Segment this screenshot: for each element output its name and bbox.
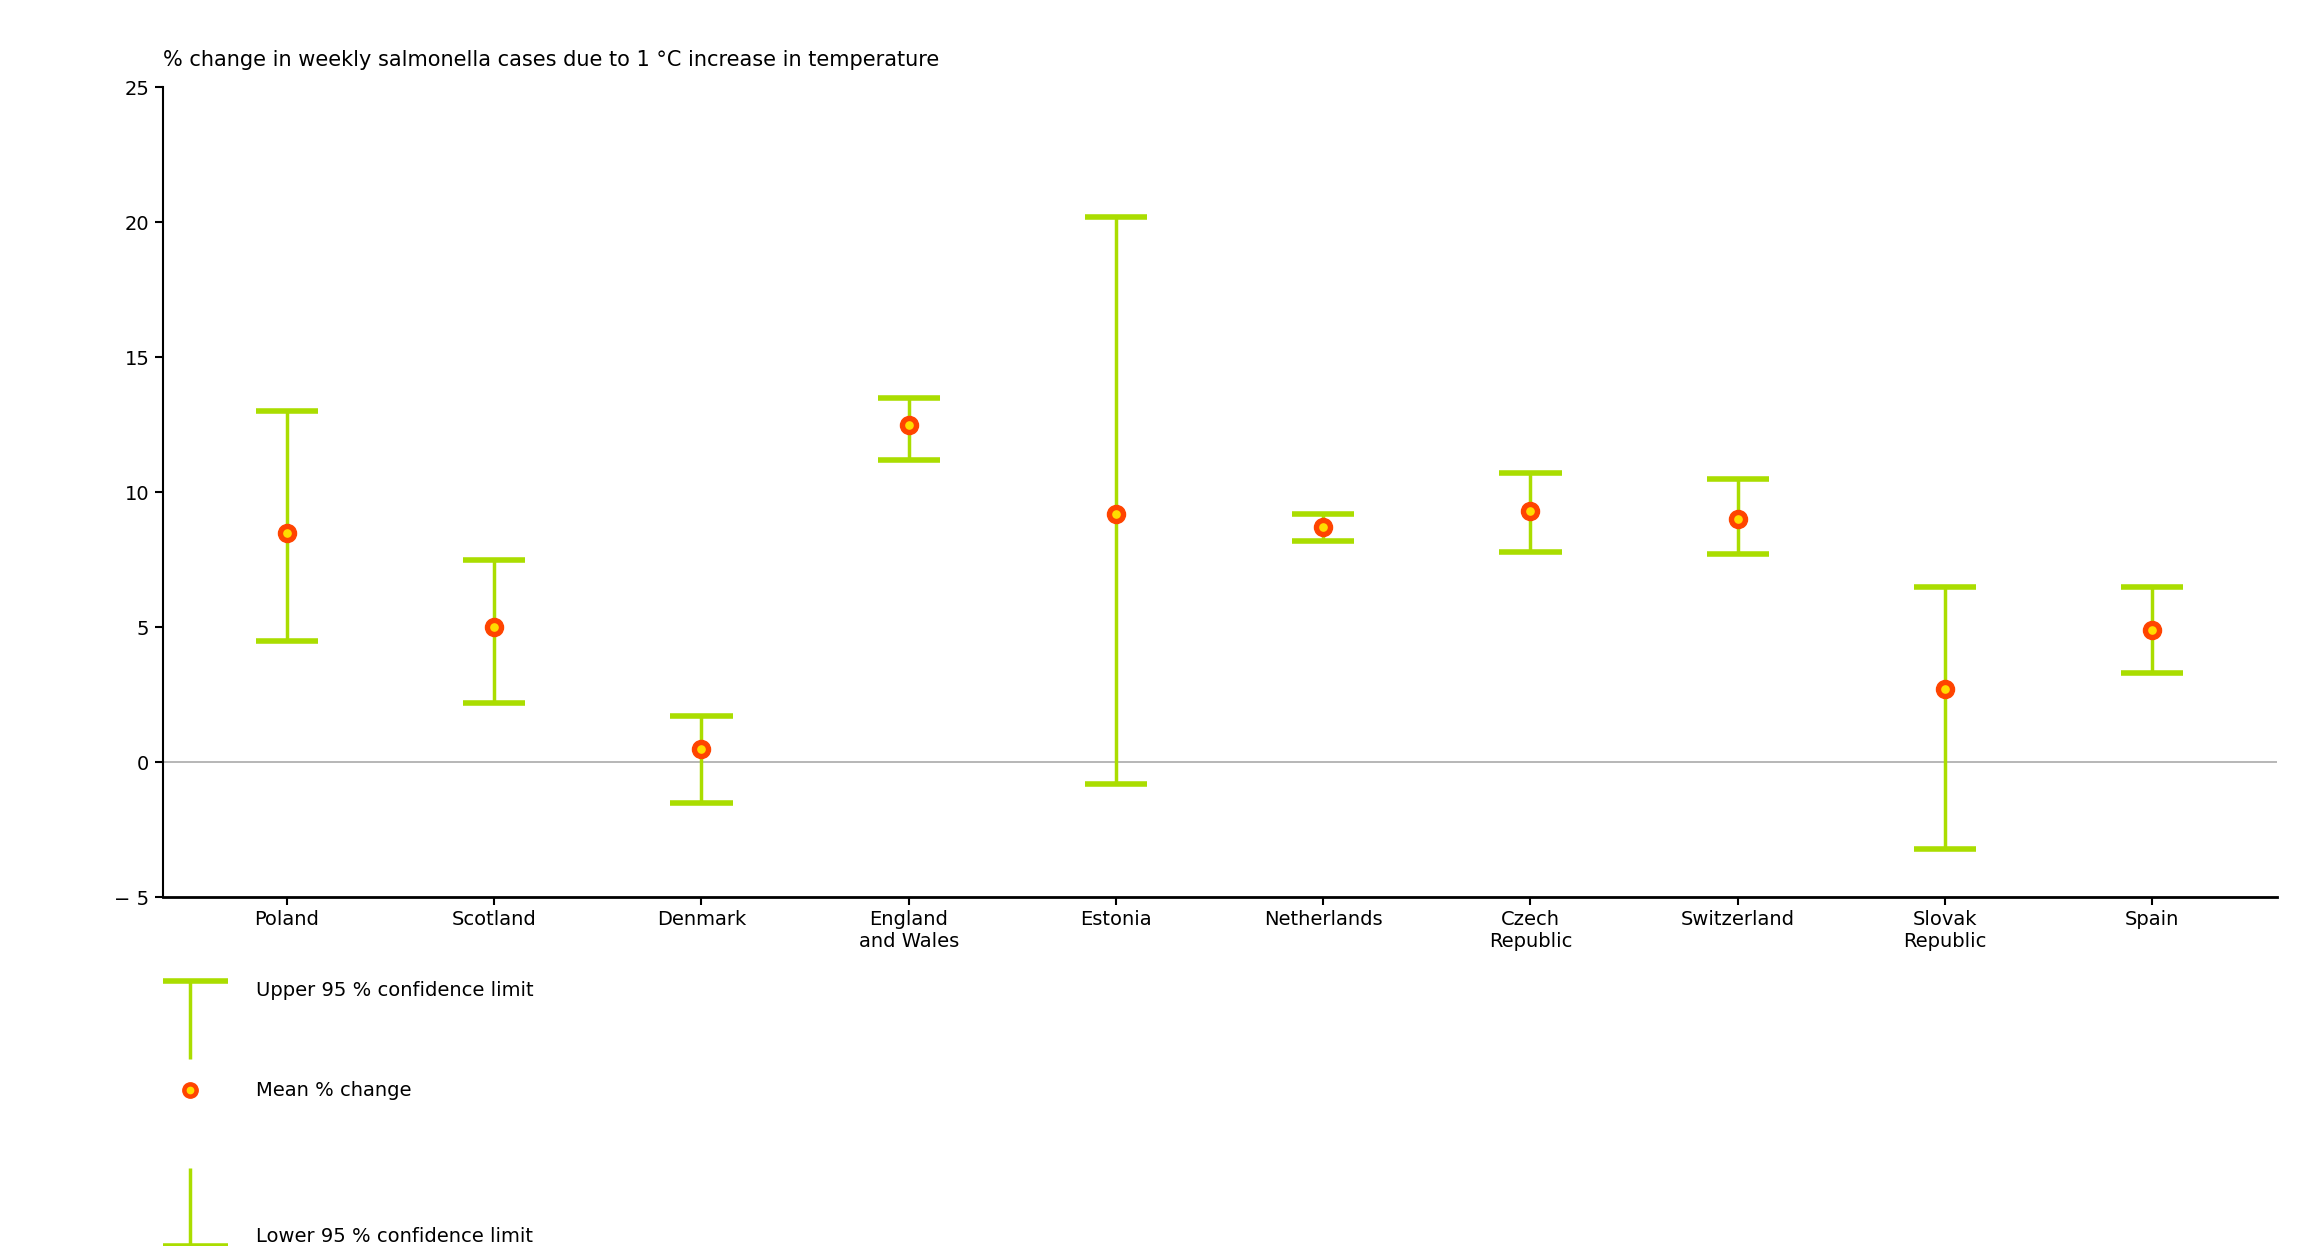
Text: Mean % change: Mean % change bbox=[256, 1080, 411, 1100]
Text: % change in weekly salmonella cases due to 1 °C increase in temperature: % change in weekly salmonella cases due … bbox=[163, 50, 938, 70]
Text: Upper 95 % confidence limit: Upper 95 % confidence limit bbox=[256, 981, 534, 1001]
Text: Lower 95 % confidence limit: Lower 95 % confidence limit bbox=[256, 1227, 532, 1246]
